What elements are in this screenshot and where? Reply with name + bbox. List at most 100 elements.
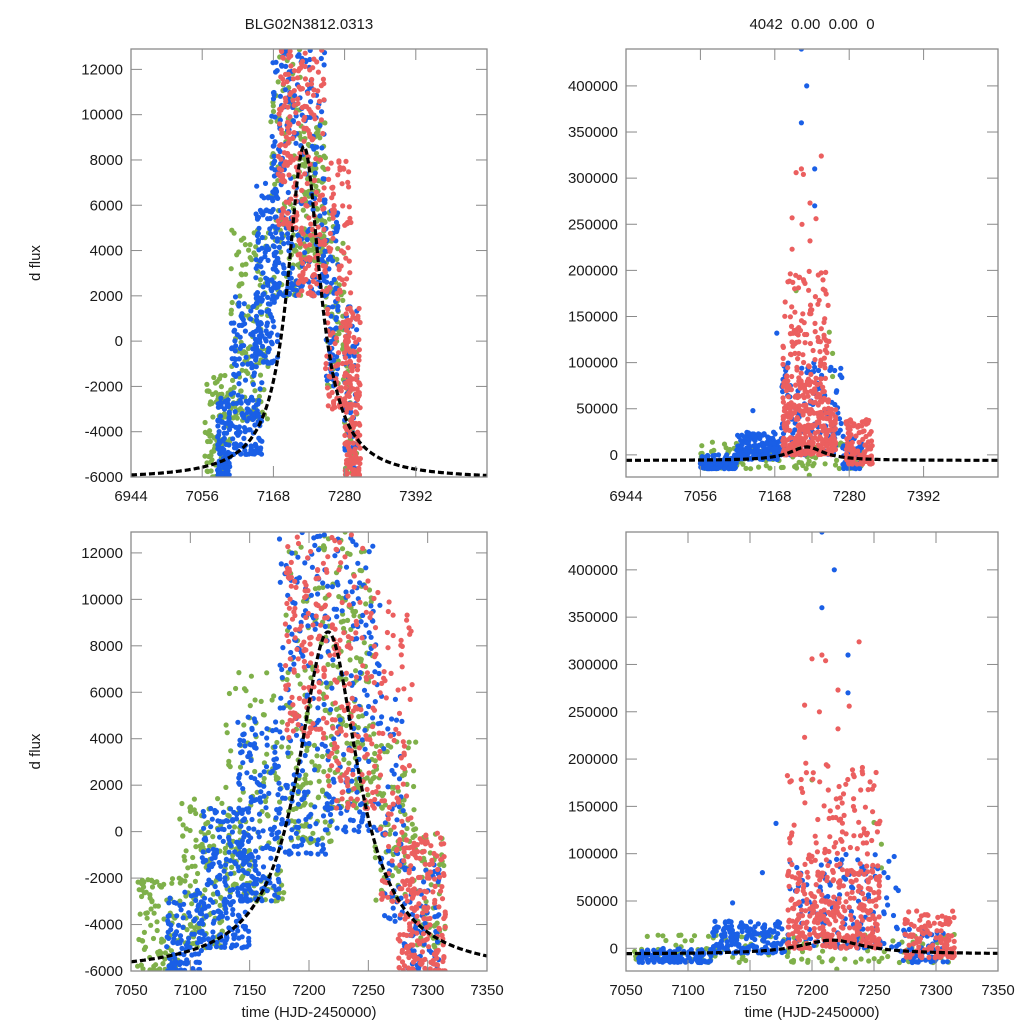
data-point [236, 393, 241, 398]
data-point [373, 758, 378, 763]
y-tick-label: 0 [115, 333, 123, 350]
data-point [374, 744, 379, 749]
data-point [277, 245, 282, 250]
data-point [252, 769, 257, 774]
data-point [302, 139, 307, 144]
data-point [231, 810, 236, 815]
data-point [322, 62, 327, 67]
data-point [323, 270, 328, 275]
data-point [866, 418, 871, 423]
data-point [233, 686, 238, 691]
data-point [340, 546, 345, 551]
data-point [320, 131, 325, 136]
data-point [264, 735, 269, 740]
data-point [348, 388, 353, 393]
data-point [241, 859, 246, 864]
data-point [343, 385, 348, 390]
data-point [217, 448, 222, 453]
data-point [206, 848, 211, 853]
data-point [800, 311, 805, 316]
data-point [310, 565, 315, 570]
data-point [220, 438, 225, 443]
data-point [316, 547, 321, 552]
data-point [802, 332, 807, 337]
data-point [208, 399, 213, 404]
data-point [264, 670, 269, 675]
x-tick-label: 7392 [907, 488, 940, 505]
data-point [784, 388, 789, 393]
data-point [357, 580, 362, 585]
data-point [346, 169, 351, 174]
y-tick-label: -2000 [85, 378, 123, 395]
data-point [195, 940, 200, 945]
data-point [355, 397, 360, 402]
data-point [246, 715, 251, 720]
data-point [217, 876, 222, 881]
data-point [272, 893, 277, 898]
data-point [305, 82, 310, 87]
data-point [285, 544, 290, 549]
data-point [238, 897, 243, 902]
data-point-outlier [830, 351, 835, 356]
data-point [317, 634, 322, 639]
data-point [217, 860, 222, 865]
data-point [306, 107, 311, 112]
data-point [256, 226, 261, 231]
data-point [160, 961, 165, 966]
data-point [348, 657, 353, 662]
data-point [801, 360, 806, 365]
data-point [863, 434, 868, 439]
data-point [179, 801, 184, 806]
data-point [411, 768, 416, 773]
data-point [357, 306, 362, 311]
data-point [314, 145, 319, 150]
data-point [230, 436, 235, 441]
data-point [237, 797, 242, 802]
data-point [186, 936, 191, 941]
data-point [193, 879, 198, 884]
data-point [780, 438, 785, 443]
data-point [266, 791, 271, 796]
data-point-outlier [830, 374, 835, 379]
data-point [783, 299, 788, 304]
data-point [312, 543, 317, 548]
data-point [251, 373, 256, 378]
data-point [325, 311, 330, 316]
data-point [317, 680, 322, 685]
data-point [225, 819, 230, 824]
data-point [310, 831, 315, 836]
data-point [859, 423, 864, 428]
data-point [329, 806, 334, 811]
data-point [263, 805, 268, 810]
data-point [397, 776, 402, 781]
data-point [276, 781, 281, 786]
data-point [336, 158, 341, 163]
data-point [750, 431, 755, 436]
data-point [813, 376, 818, 381]
data-point [359, 619, 364, 624]
data-point [748, 466, 753, 471]
data-point [316, 837, 321, 842]
data-point [351, 402, 356, 407]
data-point [218, 903, 223, 908]
data-point [265, 888, 270, 893]
data-point [305, 237, 310, 242]
data-point [833, 462, 838, 467]
data-point [780, 395, 785, 400]
data-point [816, 368, 821, 373]
data-point [191, 893, 196, 898]
data-point [241, 738, 246, 743]
data-point [299, 256, 304, 261]
data-point [280, 720, 285, 725]
data-point [226, 762, 231, 767]
data-point [321, 769, 326, 774]
data-point [368, 603, 373, 608]
data-point [256, 238, 261, 243]
data-point [735, 452, 740, 457]
data-point [340, 203, 345, 208]
data-point-outlier [801, 172, 806, 177]
data-point [243, 924, 248, 929]
data-point [385, 726, 390, 731]
data-point [335, 308, 340, 313]
